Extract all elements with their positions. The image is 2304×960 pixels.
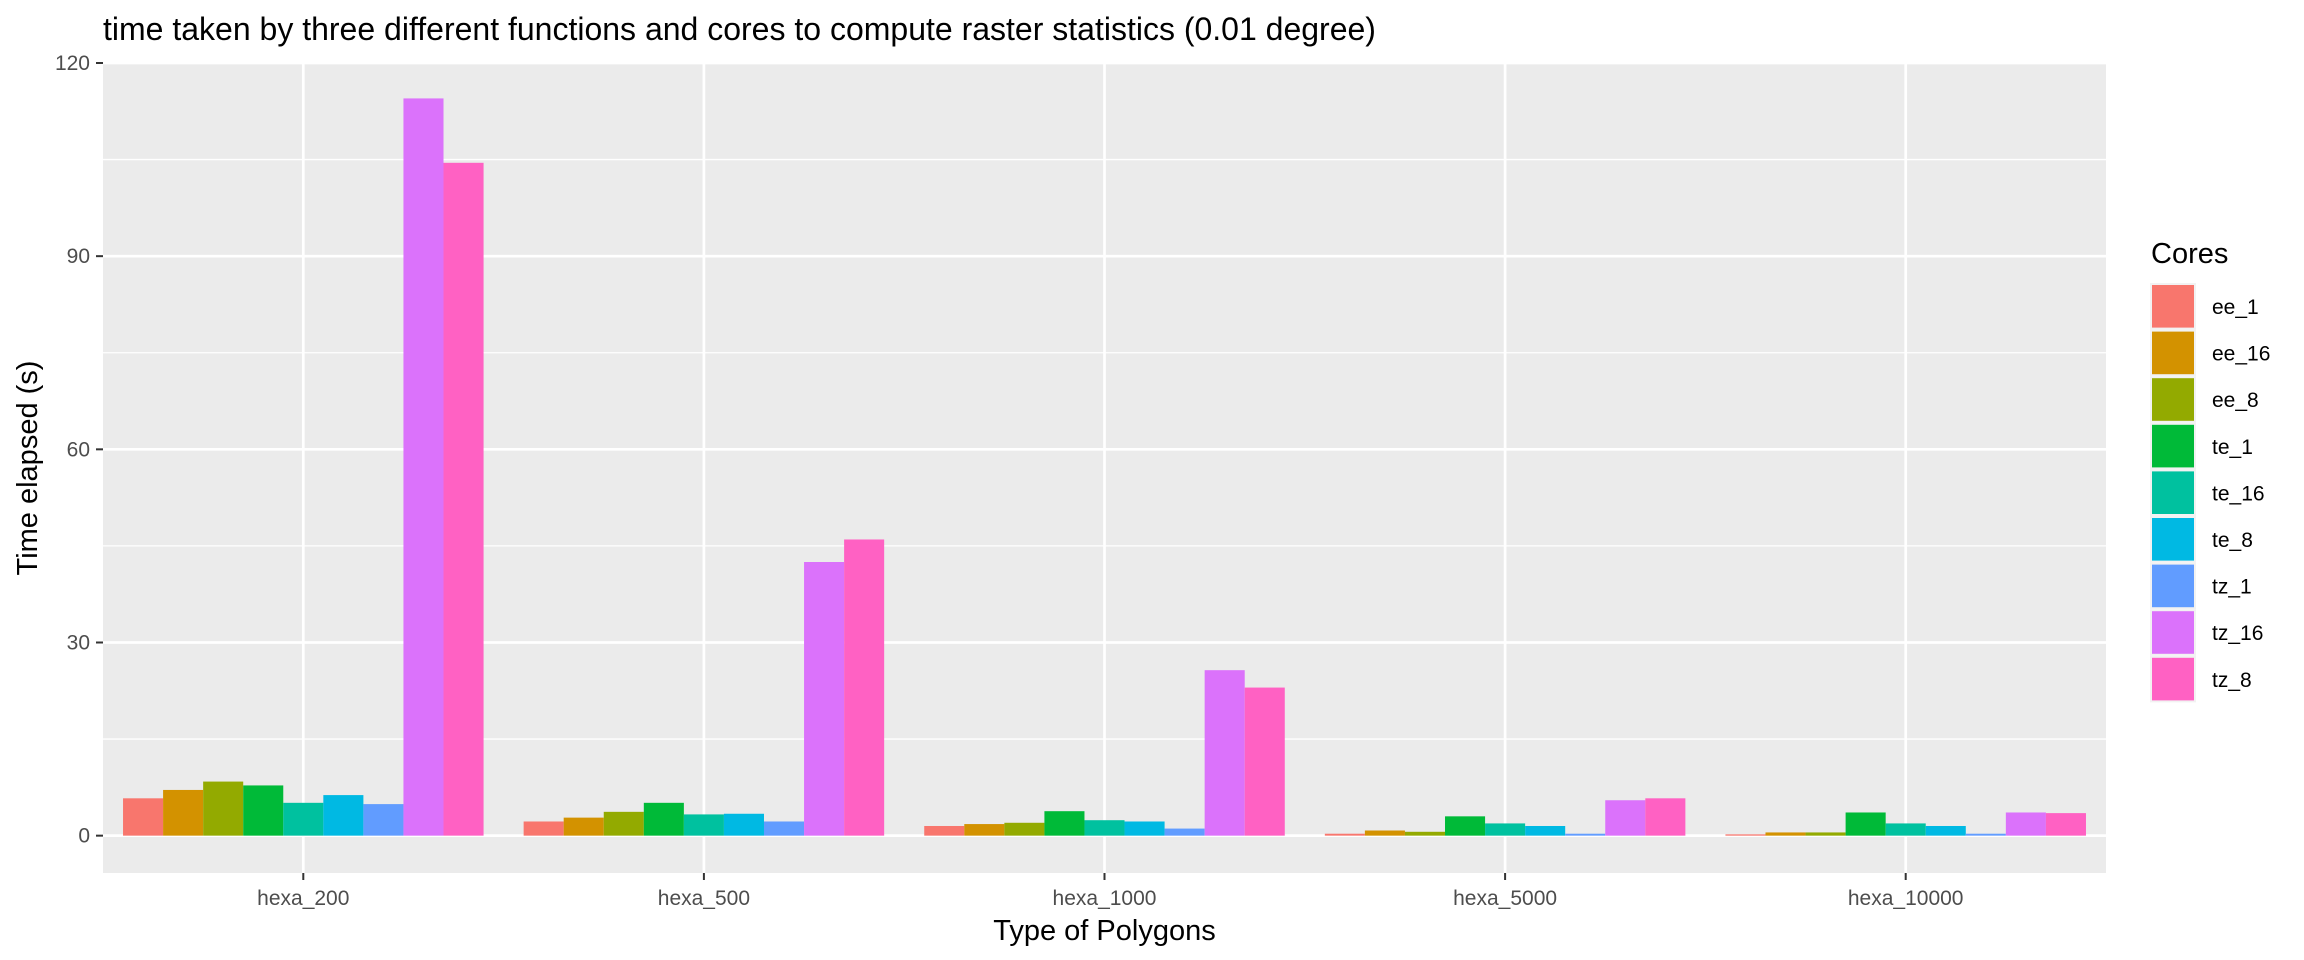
legend-label-tz_8: tz_8 — [2212, 669, 2252, 692]
legend-swatch-ee_1 — [2152, 285, 2194, 328]
bar-te_16-hexa_5000 — [1485, 823, 1526, 836]
bar-ee_16-hexa_500 — [563, 817, 604, 836]
bar-tz_8-hexa_10000 — [2045, 813, 2086, 836]
y-axis: 0 30 60 90 120 — [55, 52, 103, 848]
x-tick-label: hexa_500 — [658, 887, 750, 910]
legend: Cores ee_1 ee_16 ee_8 te_1 te_16 te_8 tz_1 tz_1… — [2150, 238, 2270, 703]
bar-te_16-hexa_500 — [683, 814, 724, 836]
x-tick-label: hexa_5000 — [1453, 887, 1557, 910]
chart-title: time taken by three different functions … — [103, 11, 1376, 47]
bar-tz_16-hexa_500 — [804, 562, 845, 836]
bar-te_1-hexa_500 — [643, 802, 684, 836]
bar-ee_1-hexa_1000 — [924, 825, 965, 836]
legend-label-tz_16: tz_16 — [2212, 622, 2263, 645]
legend-swatch-tz_8 — [2152, 657, 2194, 701]
bar-ee_1-hexa_10000 — [1725, 834, 1766, 836]
bar-te_8-hexa_200 — [323, 795, 364, 836]
bar-tz_16-hexa_200 — [403, 98, 444, 836]
bar-tz_8-hexa_1000 — [1244, 687, 1285, 836]
y-axis-title: Time elapsed (s) — [12, 361, 44, 576]
y-tick-label: 30 — [67, 631, 90, 654]
x-tick-label: hexa_1000 — [1053, 887, 1157, 910]
legend-label-te_1: te_1 — [2212, 436, 2253, 459]
bar-tz_1-hexa_500 — [763, 821, 805, 836]
bar-te_8-hexa_1000 — [1124, 821, 1165, 836]
bar-tz_1-hexa_10000 — [1965, 833, 2006, 836]
bar-ee_1-hexa_500 — [523, 821, 564, 836]
bar-tz_1-hexa_200 — [363, 804, 404, 836]
bar-te_16-hexa_10000 — [1885, 823, 1926, 836]
legend-swatch-tz_16 — [2152, 611, 2194, 654]
bar-tz_8-hexa_500 — [844, 539, 885, 836]
x-axis: hexa_200 hexa_500 hexa_1000 hexa_5000 hexa_1… — [257, 873, 1964, 910]
bar-te_8-hexa_5000 — [1525, 825, 1566, 836]
bar-te_1-hexa_10000 — [1845, 812, 1886, 836]
y-tick-label: 0 — [78, 825, 90, 848]
bar-te_1-hexa_200 — [243, 785, 284, 836]
legend-swatch-ee_16 — [2152, 331, 2194, 375]
legend-label-te_8: te_8 — [2212, 529, 2253, 552]
y-tick-label: 120 — [55, 52, 90, 75]
bar-te_1-hexa_1000 — [1044, 811, 1085, 836]
legend-label-ee_1: ee_1 — [2212, 296, 2259, 319]
bar-te_8-hexa_500 — [723, 813, 764, 836]
legend-label-ee_8: ee_8 — [2212, 389, 2259, 412]
bar-tz_16-hexa_1000 — [1204, 670, 1245, 836]
bar-ee_16-hexa_1000 — [964, 824, 1005, 836]
y-tick-label: 60 — [67, 438, 90, 461]
bar-ee_1-hexa_200 — [123, 798, 164, 836]
bar-ee_8-hexa_500 — [603, 811, 644, 836]
bar-ee_16-hexa_200 — [163, 789, 204, 836]
bar-te_16-hexa_200 — [283, 802, 324, 836]
legend-swatch-te_16 — [2152, 471, 2194, 514]
legend-label-tz_1: tz_1 — [2212, 576, 2252, 599]
bar-ee_16-hexa_5000 — [1364, 830, 1405, 836]
x-axis-title: Type of Polygons — [993, 915, 1215, 947]
legend-label-ee_16: ee_16 — [2212, 343, 2270, 366]
legend-swatch-te_1 — [2152, 424, 2194, 468]
bar-ee_8-hexa_5000 — [1404, 831, 1446, 836]
bar-te_16-hexa_1000 — [1084, 820, 1125, 836]
bar-te_1-hexa_5000 — [1445, 816, 1486, 836]
y-tick-label: 90 — [67, 245, 90, 268]
legend-swatch-te_8 — [2152, 518, 2194, 561]
bar-ee_1-hexa_5000 — [1324, 833, 1365, 836]
bar-ee_8-hexa_10000 — [1805, 832, 1846, 836]
bar-tz_16-hexa_10000 — [2005, 812, 2046, 836]
legend-swatch-tz_1 — [2152, 564, 2194, 608]
bar-ee_16-hexa_10000 — [1765, 832, 1806, 836]
bar-tz_1-hexa_5000 — [1565, 833, 1606, 836]
bar-ee_8-hexa_200 — [203, 781, 244, 836]
bar-tz_8-hexa_200 — [443, 162, 484, 836]
x-tick-label: hexa_10000 — [1848, 887, 1964, 910]
bar-ee_8-hexa_1000 — [1004, 822, 1045, 836]
bar-te_8-hexa_10000 — [1925, 825, 1966, 836]
bars — [123, 98, 2086, 836]
bar-tz_8-hexa_5000 — [1645, 798, 1686, 836]
legend-label-te_16: te_16 — [2212, 482, 2265, 505]
legend-swatch-ee_8 — [2152, 378, 2194, 421]
x-tick-label: hexa_200 — [257, 887, 349, 910]
legend-title: Cores — [2151, 238, 2228, 270]
bar-tz_1-hexa_1000 — [1164, 828, 1205, 836]
bar-tz_16-hexa_5000 — [1605, 800, 1646, 836]
